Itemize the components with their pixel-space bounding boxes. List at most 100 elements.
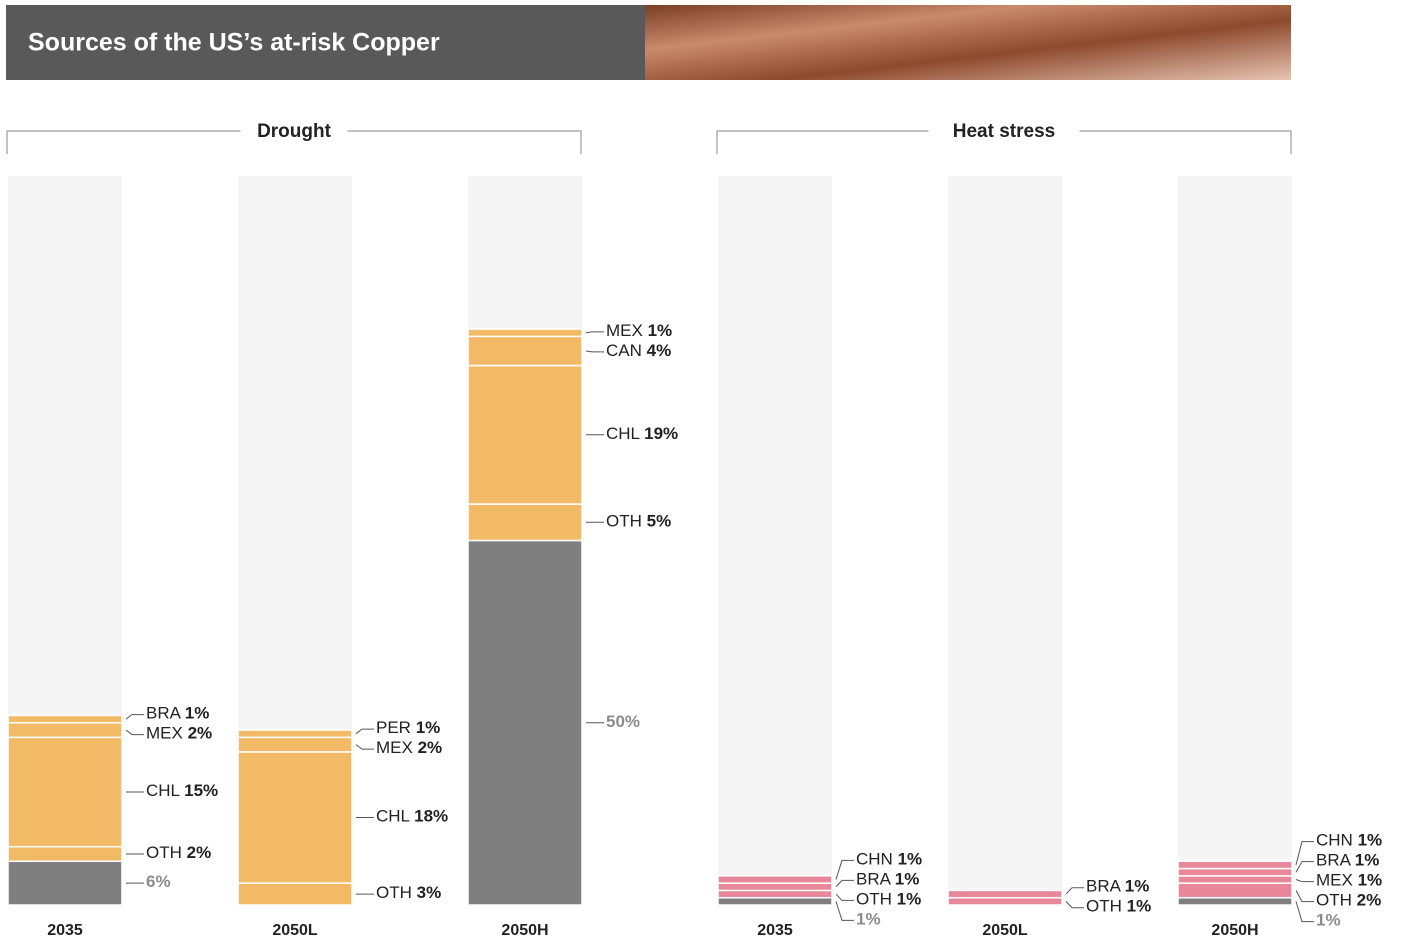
segment-value: 5% xyxy=(647,512,672,531)
leader-line xyxy=(126,715,144,720)
segment-value: 2% xyxy=(418,739,443,758)
segment-value: 1% xyxy=(416,719,441,738)
segment-value: 1% xyxy=(1355,851,1380,870)
bar-segment xyxy=(8,737,122,846)
segment-name: OTH xyxy=(1086,897,1122,916)
bar-segment xyxy=(468,366,582,505)
leader-line xyxy=(1066,901,1084,907)
segment-name: CHL xyxy=(606,424,640,443)
segment-value: 6% xyxy=(146,873,171,892)
leader-line xyxy=(1296,879,1314,881)
segment-label: 1% xyxy=(856,910,881,929)
segment-label: OTH 1% xyxy=(1086,897,1151,916)
bar-segment xyxy=(1178,883,1292,898)
leader-line xyxy=(126,730,144,735)
segment-label: MEX 1% xyxy=(1316,871,1382,890)
bar-segment xyxy=(1178,876,1292,883)
leader-line xyxy=(1296,862,1314,873)
chart-title: Sources of the US’s at-risk Copper xyxy=(28,29,440,57)
bar-segment xyxy=(8,847,122,862)
segment-value: 1% xyxy=(1358,871,1383,890)
bar-segment xyxy=(468,336,582,365)
segment-label: OTH 2% xyxy=(1316,891,1381,910)
bar-background xyxy=(1178,176,1292,905)
segment-label: OTH 1% xyxy=(856,890,921,909)
bar-segment xyxy=(8,861,122,905)
bar-segment xyxy=(238,730,352,737)
segment-label: OTH 3% xyxy=(376,884,441,903)
segment-label: BRA 1% xyxy=(856,870,919,889)
leader-line xyxy=(356,745,374,750)
segment-name: BRA xyxy=(146,704,182,723)
segment-name: MEX xyxy=(376,739,413,758)
group-title: Drought xyxy=(257,121,332,142)
segment-value: 1% xyxy=(185,704,210,723)
category-label: 2050L xyxy=(982,922,1028,939)
leader-line xyxy=(836,894,854,900)
segment-value: 15% xyxy=(184,781,218,800)
segment-label: 1% xyxy=(1316,911,1341,930)
segment-name: CAN xyxy=(606,341,642,360)
segment-value: 4% xyxy=(647,341,672,360)
bar-segment xyxy=(238,737,352,752)
segment-name: MEX xyxy=(606,321,643,340)
bar-segment xyxy=(718,876,832,883)
segment-value: 1% xyxy=(1125,877,1150,896)
segment-label: CHN 1% xyxy=(856,850,922,869)
segment-label: MEX 2% xyxy=(146,724,212,743)
segment-value: 1% xyxy=(895,870,920,889)
page: {"chart_data": {"type": "stacked-bar", "… xyxy=(0,0,1404,942)
segment-label: OTH 5% xyxy=(606,512,671,531)
segment-label: MEX 1% xyxy=(606,321,672,340)
segment-name: MEX xyxy=(146,724,183,743)
segment-name: CHN xyxy=(1316,831,1353,850)
segment-name: CHL xyxy=(376,807,410,826)
category-label: 2035 xyxy=(757,922,793,939)
segment-value: 19% xyxy=(644,424,678,443)
segment-value: 1% xyxy=(897,890,922,909)
leader-line xyxy=(836,880,854,886)
segment-label: CHN 1% xyxy=(1316,831,1382,850)
bar-segment xyxy=(948,898,1062,905)
segment-value: 2% xyxy=(1357,891,1382,910)
leader-line xyxy=(1066,888,1084,894)
segment-name: PER xyxy=(376,719,411,738)
category-label: 2050L xyxy=(272,922,318,939)
segment-value: 2% xyxy=(187,843,212,862)
bar-segment xyxy=(468,329,582,336)
group-title: Heat stress xyxy=(953,121,1055,142)
segment-name: OTH xyxy=(606,512,642,531)
bar-segment xyxy=(8,723,122,738)
bar-segment xyxy=(8,715,122,722)
segment-value: 1% xyxy=(1358,831,1383,850)
segment-name: BRA xyxy=(1086,877,1122,896)
segment-label: CHL 18% xyxy=(376,807,448,826)
bar-segment xyxy=(948,890,1062,897)
bar-segment xyxy=(1178,869,1292,876)
segment-label: CHL 19% xyxy=(606,424,678,443)
segment-value: 50% xyxy=(606,712,640,731)
segment-value: 1% xyxy=(1127,897,1152,916)
bar-segment xyxy=(468,504,582,540)
leader-line xyxy=(586,351,604,352)
segment-name: BRA xyxy=(1316,851,1352,870)
segment-label: CHL 15% xyxy=(146,781,218,800)
segment-label: CAN 4% xyxy=(606,341,671,360)
segment-label: 50% xyxy=(606,712,640,731)
segment-name: OTH xyxy=(856,890,892,909)
category-label: 2050H xyxy=(501,922,548,939)
segment-label: 6% xyxy=(146,873,171,892)
category-label: 2035 xyxy=(47,922,83,939)
segment-name: CHL xyxy=(146,781,180,800)
bar-background xyxy=(948,176,1062,905)
segment-label: PER 1% xyxy=(376,719,440,738)
bar-segment xyxy=(468,541,582,906)
leader-line xyxy=(836,901,854,920)
segment-name: OTH xyxy=(146,843,182,862)
segment-name: BRA xyxy=(856,870,892,889)
segment-name: OTH xyxy=(376,884,412,903)
leader-line xyxy=(586,332,604,333)
bar-segment xyxy=(718,898,832,905)
segment-value: 1% xyxy=(648,321,673,340)
segment-name: CHN xyxy=(856,850,893,869)
